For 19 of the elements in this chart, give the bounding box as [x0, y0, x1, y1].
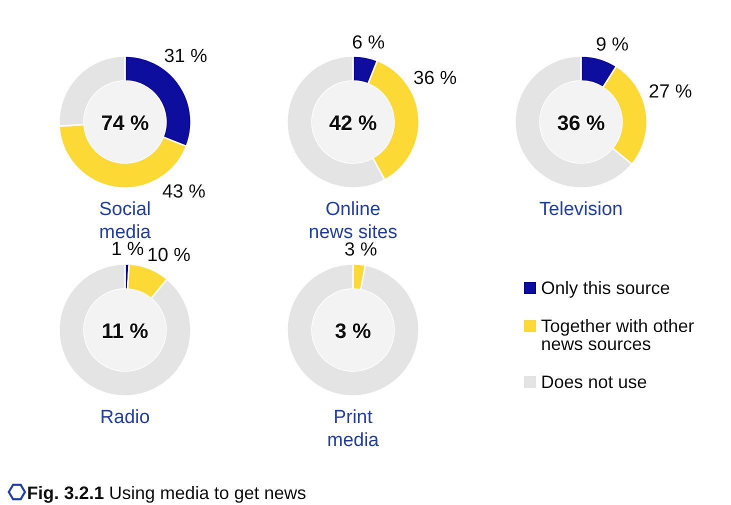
text: 11 % — [102, 320, 149, 343]
data-label: 36 % — [413, 68, 457, 89]
data-label: 10 % — [147, 244, 191, 266]
text: 74 % — [101, 112, 150, 135]
legend-label: Does not use — [541, 372, 648, 392]
data-label: 31 % — [164, 46, 208, 67]
text: 42 % — [329, 112, 378, 135]
text: Print media — [327, 407, 380, 451]
data-label: 27 % — [648, 81, 692, 102]
text: Radio — [100, 407, 150, 428]
legend-label: Only this source — [541, 278, 670, 298]
data-label: 43 % — [162, 181, 206, 202]
caption: Fig. 3.2.1 Using media to get news — [27, 483, 306, 503]
legend-label: Together with other news sources — [541, 316, 694, 354]
text: 3 % — [334, 320, 372, 343]
text: 36 % — [557, 112, 606, 135]
data-label: 9 % — [596, 34, 629, 56]
text: Television — [539, 199, 623, 220]
data-label: 6 % — [352, 32, 385, 54]
